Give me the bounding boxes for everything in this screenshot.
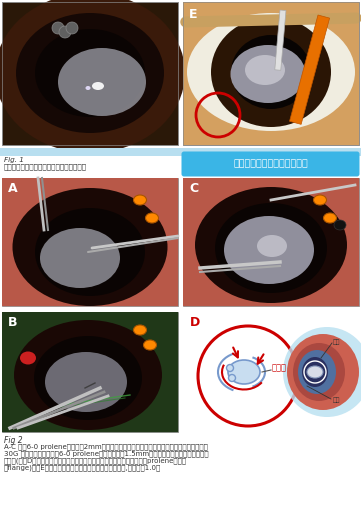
Bar [2,2,178,145]
Ellipse shape [134,195,147,205]
Bar [183,2,359,145]
Ellipse shape [313,195,326,205]
Ellipse shape [20,352,36,365]
Ellipse shape [92,82,104,90]
Ellipse shape [14,320,162,430]
Ellipse shape [35,29,145,117]
FancyBboxPatch shape [182,152,360,177]
FancyArrowPatch shape [186,18,356,22]
Circle shape [52,22,64,34]
Bar [2,312,178,432]
Text: B: B [8,316,17,329]
Bar [183,178,359,306]
Ellipse shape [13,188,168,306]
Text: 30G 導引針頭，將原本的6-0 prolene線導出距輪部1.5mm的鞏膜處出來，形成一個開放式: 30G 導引針頭，將原本的6-0 prolene線導出距輪部1.5mm的鞏膜處出… [4,450,209,457]
Text: A-C 使用6-0 prolene線距輪部2mm，從人工水晶體下方引線，然後走人工水晶體前方，使用: A-C 使用6-0 prolene線距輪部2mm，從人工水晶體下方引線，然後走人… [4,443,208,450]
Ellipse shape [58,48,146,116]
Text: 懸吊環(如同D圖卡通圖的紅線，紅線上兩個圓圈的突起即是利用電燒筆燒灼prolene線產生: 懸吊環(如同D圖卡通圖的紅線，紅線上兩個圓圈的突起即是利用電燒筆燒灼prolen… [4,457,187,463]
Ellipse shape [287,334,359,410]
Ellipse shape [211,17,331,127]
Text: 案例中的日本人其人工水晶體偏位至外下方: 案例中的日本人其人工水晶體偏位至外下方 [4,163,87,169]
Bar [183,178,359,306]
Bar [275,10,286,70]
Ellipse shape [293,343,345,401]
Ellipse shape [257,235,287,257]
Bar [2,312,178,432]
Text: D: D [190,316,200,329]
Bar [290,15,330,124]
Ellipse shape [224,216,314,284]
Text: 虹膜: 虹膜 [333,339,340,345]
Text: E: E [189,8,197,21]
Ellipse shape [215,203,327,293]
Text: Fig 2: Fig 2 [4,436,23,445]
Ellipse shape [0,0,185,153]
Bar [183,2,359,145]
Ellipse shape [228,360,260,384]
Ellipse shape [145,213,158,223]
Bar [183,312,359,432]
Text: A: A [8,182,18,195]
Text: 的flange)，圖E為術後病人的人工水晶體回復至中央的位置,視力可達1.0。: 的flange)，圖E為術後病人的人工水晶體回復至中央的位置,視力可達1.0。 [4,464,161,471]
Text: Fig. 1: Fig. 1 [4,157,24,163]
Ellipse shape [231,45,305,103]
Ellipse shape [45,352,127,412]
Ellipse shape [245,55,285,85]
Bar [183,2,359,145]
Circle shape [229,374,235,381]
Ellipse shape [307,366,323,378]
Text: 水晶體: 水晶體 [272,364,287,373]
Ellipse shape [323,213,336,223]
Ellipse shape [195,187,347,303]
Ellipse shape [34,336,142,420]
Circle shape [226,365,234,372]
Text: 角膜: 角膜 [333,397,340,403]
Ellipse shape [134,325,147,335]
Ellipse shape [86,86,91,90]
Bar [2,178,178,306]
Bar [2,2,178,145]
Ellipse shape [187,13,355,131]
Text: 人工水晶體回復至中央的位置: 人工水晶體回復至中央的位置 [234,160,308,168]
Ellipse shape [231,35,311,109]
Bar [2,178,178,306]
Ellipse shape [283,327,361,417]
Ellipse shape [334,220,346,230]
Ellipse shape [298,350,336,394]
Ellipse shape [144,340,157,350]
Text: C: C [189,182,198,195]
Bar [0,148,361,156]
Ellipse shape [302,357,328,387]
Ellipse shape [35,208,145,296]
Ellipse shape [40,228,120,288]
Ellipse shape [16,13,164,133]
Circle shape [59,26,71,38]
Circle shape [66,22,78,34]
